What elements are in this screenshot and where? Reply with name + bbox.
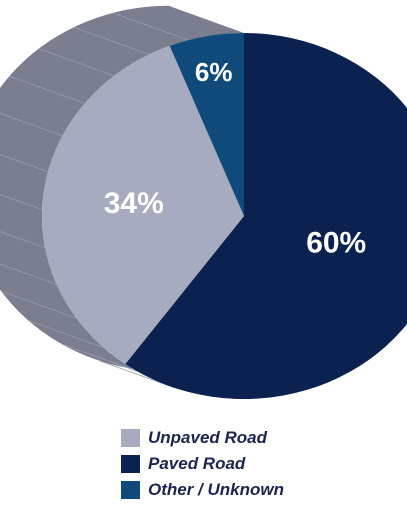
pie-side-line bbox=[61, 343, 138, 372]
legend-item-other-unknown: Other / Unknown bbox=[121, 480, 351, 500]
pie-side-line bbox=[0, 153, 49, 173]
pie-side-line bbox=[112, 12, 189, 41]
legend: Unpaved Road Paved Road Other / Unknown bbox=[121, 428, 351, 506]
pie-data-label: 6% bbox=[195, 57, 233, 87]
legend-item-unpaved-road: Unpaved Road bbox=[121, 428, 351, 448]
pie-data-label: 60% bbox=[306, 227, 366, 260]
pie-slice-unpaved-road bbox=[42, 45, 244, 365]
pie-side-line bbox=[0, 231, 46, 249]
pie-data-label: 34% bbox=[104, 187, 164, 220]
pie-side-line bbox=[38, 48, 115, 77]
pie-side-line bbox=[9, 75, 85, 104]
pie-side-line bbox=[0, 290, 77, 319]
pie-slices bbox=[42, 33, 407, 399]
pie-chart: 60% 34% 6% bbox=[0, 5, 407, 399]
pie-side-line bbox=[73, 26, 150, 55]
pie-side-lines bbox=[0, 12, 189, 389]
legend-swatch-paved-road bbox=[121, 455, 140, 473]
pie-slice-paved-road bbox=[125, 33, 407, 399]
legend-swatch-other-unknown bbox=[121, 481, 140, 499]
pie-side-line bbox=[0, 194, 43, 210]
legend-swatch-unpaved-road bbox=[121, 429, 140, 447]
legend-label-paved-road: Paved Road bbox=[148, 454, 246, 473]
pie-slice-other-unknown bbox=[169, 33, 244, 216]
pie-side-line bbox=[99, 360, 176, 389]
legend-item-paved-road: Paved Road bbox=[121, 454, 351, 474]
pie-side-line bbox=[28, 320, 104, 349]
pie-side-line bbox=[0, 263, 57, 285]
legend-label-unpaved-road: Unpaved Road bbox=[148, 428, 268, 447]
legend-label-other-unknown: Other / Unknown bbox=[148, 480, 284, 499]
pie-side-line bbox=[0, 112, 63, 137]
pie-labels: 60% 34% 6% bbox=[104, 57, 366, 259]
pie-side-wall bbox=[0, 5, 244, 399]
